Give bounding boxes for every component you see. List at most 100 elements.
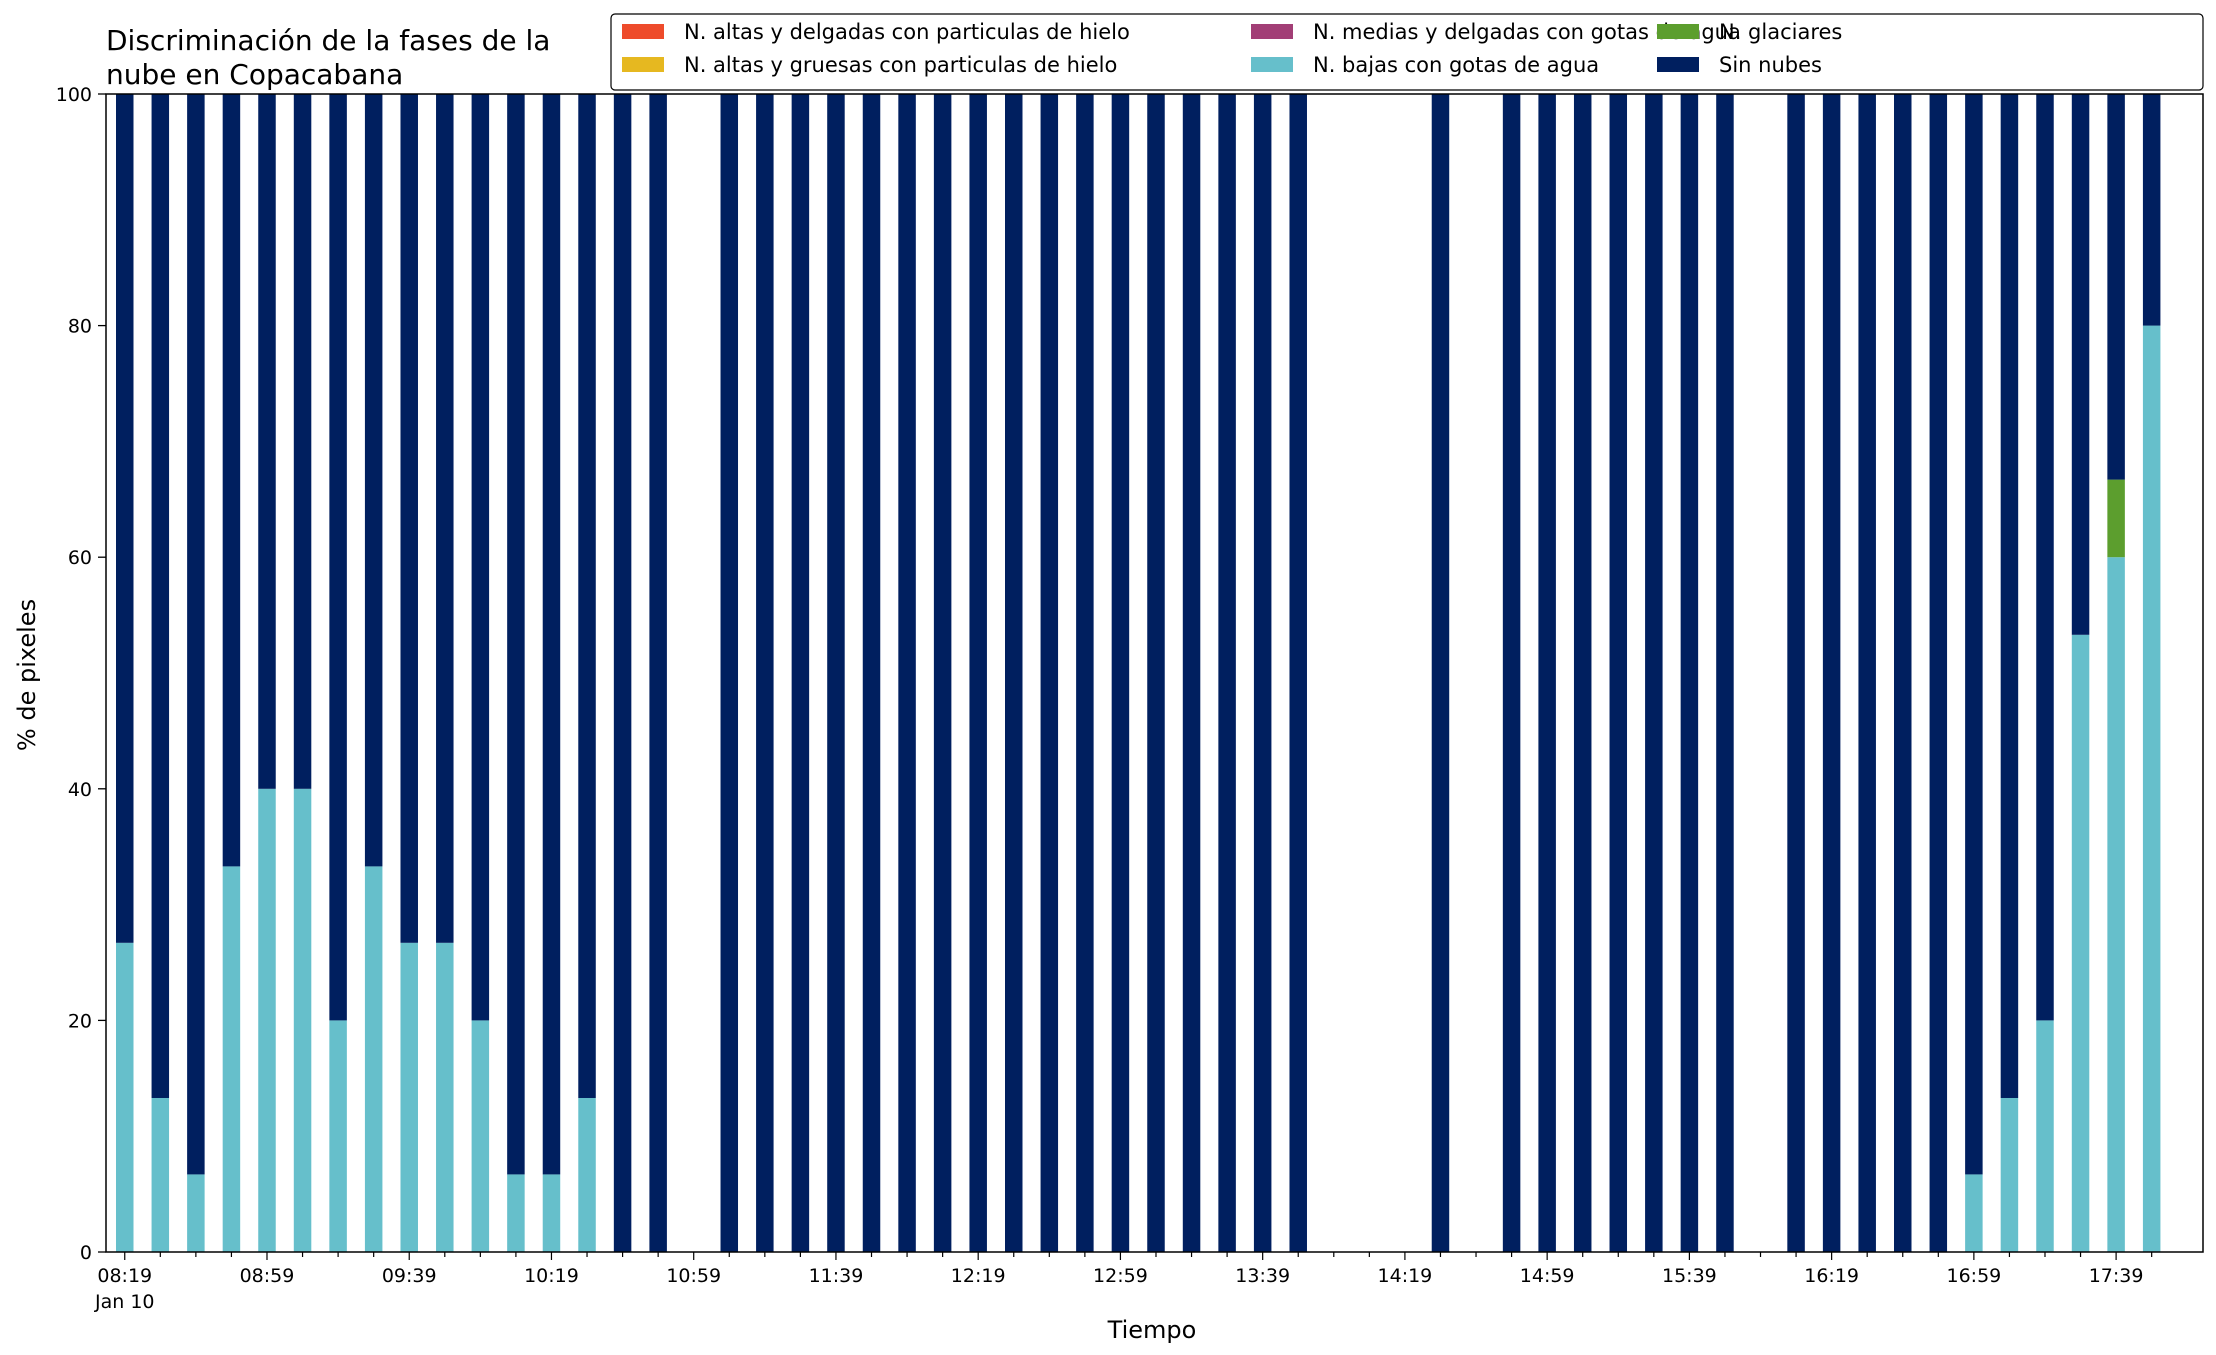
legend-swatch [1657,24,1699,39]
bar-segment-17:09-s3 [2000,1097,2019,1252]
bar-segment-15:39-s5 [1680,94,1699,1252]
axes-layer: 0 20 40 60 80 100 08:19 08:59 09:39 10:19 10:59 11:… [56,84,2204,1313]
bar-segment-09:29-s5 [364,94,383,867]
bar-segment-09:49-s5 [436,94,454,943]
x-tick-label: 13:39 [1235,1265,1290,1287]
bar-segment-09:09-s3 [293,788,312,1252]
legend-label: N. altas y delgadas con particulas de hi… [684,20,1130,44]
chart-title-line-1: Discriminación de la fases de la [106,24,550,57]
bar-segment-16:29-s5 [1858,94,1876,1252]
y-tick-label: 0 [80,1242,92,1264]
bar-segment-08:39-s5 [187,94,205,1175]
legend-label: N. bajas con gotas de agua [1313,53,1599,77]
y-tick-label: 80 [68,316,92,338]
bar-segment-09:59-s5 [471,94,490,1021]
legend-label: N. glaciares [1719,20,1842,44]
bar-segment-17:09-s5 [2000,94,2019,1098]
legend-swatch [1657,57,1699,72]
bar-segment-09:19-s3 [329,1020,347,1252]
legend-swatch [622,57,664,72]
bar-segment-08:29-s5 [151,94,170,1098]
bar-segment-08:39-s3 [187,1174,205,1252]
bar-segment-10:39-s5 [613,94,632,1252]
x-tick-label: 15:39 [1662,1265,1717,1287]
x-tick-label: 11:39 [809,1265,864,1287]
bar-segment-11:39-s5 [827,94,845,1252]
bar-segment-12:09-s5 [933,94,952,1252]
bar-segment-17:19-s3 [2036,1020,2054,1252]
plot-frame [105,93,2204,1253]
bar-segment-16:49-s5 [1929,94,1948,1252]
bar-segment-09:59-s3 [471,1020,490,1252]
x-tick-label: 14:19 [1378,1265,1433,1287]
bar-segment-10:09-s3 [507,1174,525,1252]
x-tick-label: 08:59 [240,1265,295,1287]
bar-segment-08:19-s5 [116,94,134,943]
bar-segment-16:39-s5 [1894,94,1912,1252]
bar-segment-11:09-s5 [720,94,739,1252]
chart-title: Discriminación de la fases de la nube en… [106,24,550,91]
bar-segment-17:39-s5 [2107,94,2125,480]
bar-segment-12:49-s5 [1076,94,1094,1252]
bar-segment-16:19-s5 [1822,94,1841,1252]
bar-segment-17:29-s3 [2071,634,2090,1252]
bar-segment-16:59-s5 [1965,94,1983,1175]
bar-segment-09:19-s5 [329,94,347,1021]
x-tick-label: 17:39 [2089,1265,2144,1287]
bar-segment-10:19-s5 [542,94,561,1175]
bar-segment-12:59-s5 [1111,94,1130,1252]
bar-segment-08:49-s5 [222,94,241,867]
bar-segment-17:29-s5 [2071,94,2090,635]
bar-segment-11:59-s5 [898,94,916,1252]
y-tick-label: 60 [68,547,92,569]
bar-segment-09:39-s3 [400,942,418,1252]
y-tick-label: 40 [68,779,92,801]
bar-segment-08:29-s3 [151,1097,170,1252]
y-tick-label: 100 [56,84,92,106]
bar-segment-16:09-s5 [1787,94,1805,1252]
bar-segment-12:19-s5 [969,94,987,1252]
x-tick-label: 12:19 [951,1265,1006,1287]
x-tick-label: 16:19 [1804,1265,1859,1287]
bar-segment-13:29-s5 [1218,94,1236,1252]
legend: N. altas y delgadas con particulas de hi… [610,13,2204,91]
bar-segment-15:29-s5 [1645,94,1663,1252]
bar-segment-15:49-s5 [1716,94,1734,1252]
bar-segment-14:29-s5 [1431,94,1450,1252]
x-axis-label: Tiempo [1107,1316,1197,1344]
bar-segment-14:59-s5 [1538,94,1556,1252]
bar-segment-15:19-s5 [1609,94,1628,1252]
bar-segment-10:49-s5 [649,94,667,1252]
legend-frame [610,13,2204,91]
chart-title-line-2: nube en Copacabana [106,58,403,91]
x-tick-label: 14:59 [1520,1265,1575,1287]
y-tick-label: 20 [68,1010,92,1032]
bar-segment-17:19-s5 [2036,94,2054,1021]
y-axis-label: % de pixeles [13,599,41,751]
bar-segment-08:59-s5 [258,94,276,789]
bar-segment-10:29-s5 [578,94,596,1098]
x-tick-label: 09:39 [382,1265,437,1287]
bar-segment-12:29-s5 [1005,94,1023,1252]
legend-swatch [1251,57,1293,72]
x-tick-label: 16:59 [1946,1265,2001,1287]
legend-label: N. altas y gruesas con particulas de hie… [684,53,1117,77]
bar-segment-09:49-s3 [436,942,454,1252]
x-tick-label: 10:59 [666,1265,721,1287]
x-tick-date-label: Jan 10 [94,1291,155,1313]
bar-segment-15:09-s5 [1573,94,1592,1252]
bar-segment-13:49-s5 [1289,94,1307,1252]
bar-segment-17:39-s4 [2107,479,2125,558]
bar-segment-17:49-s5 [2142,94,2161,326]
bar-segment-16:59-s3 [1965,1174,1983,1252]
bar-segment-10:29-s3 [578,1097,596,1252]
bar-segment-09:29-s3 [364,866,383,1252]
bar-segment-11:29-s5 [791,94,810,1252]
bar-segment-09:39-s5 [400,94,418,943]
bar-segment-10:09-s5 [507,94,525,1175]
x-tick-label: 12:59 [1093,1265,1148,1287]
legend-swatch [622,24,664,39]
bar-segment-17:39-s3 [2107,557,2125,1252]
